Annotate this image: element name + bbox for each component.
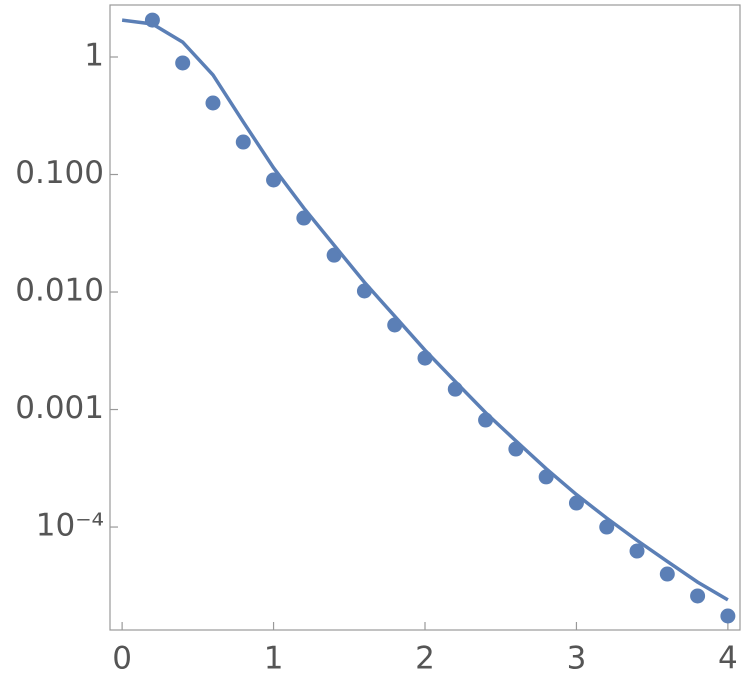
y-tick-label: 0.001 [15,390,104,426]
y-tick-label: 0.010 [15,273,104,309]
data-point [690,588,706,604]
y-tick-label: 0.100 [15,155,104,191]
plot-frame [109,4,741,631]
x-tick-label: 4 [718,641,738,677]
x-tick-label: 2 [415,641,435,677]
x-tick-label: 3 [567,641,587,677]
y-tick-label: 1 [84,37,104,73]
data-point [205,95,221,111]
fit-line [121,18,729,602]
data-point [720,608,736,624]
data-point [659,566,675,582]
data-point [235,134,251,150]
y-tick-label: 10⁻⁴ [36,508,104,544]
x-tick-label: 1 [264,641,284,677]
data-point [175,55,191,71]
x-tick-label: 0 [112,641,132,677]
data-point [266,172,282,188]
data-point [629,543,645,559]
data-point [599,519,615,535]
